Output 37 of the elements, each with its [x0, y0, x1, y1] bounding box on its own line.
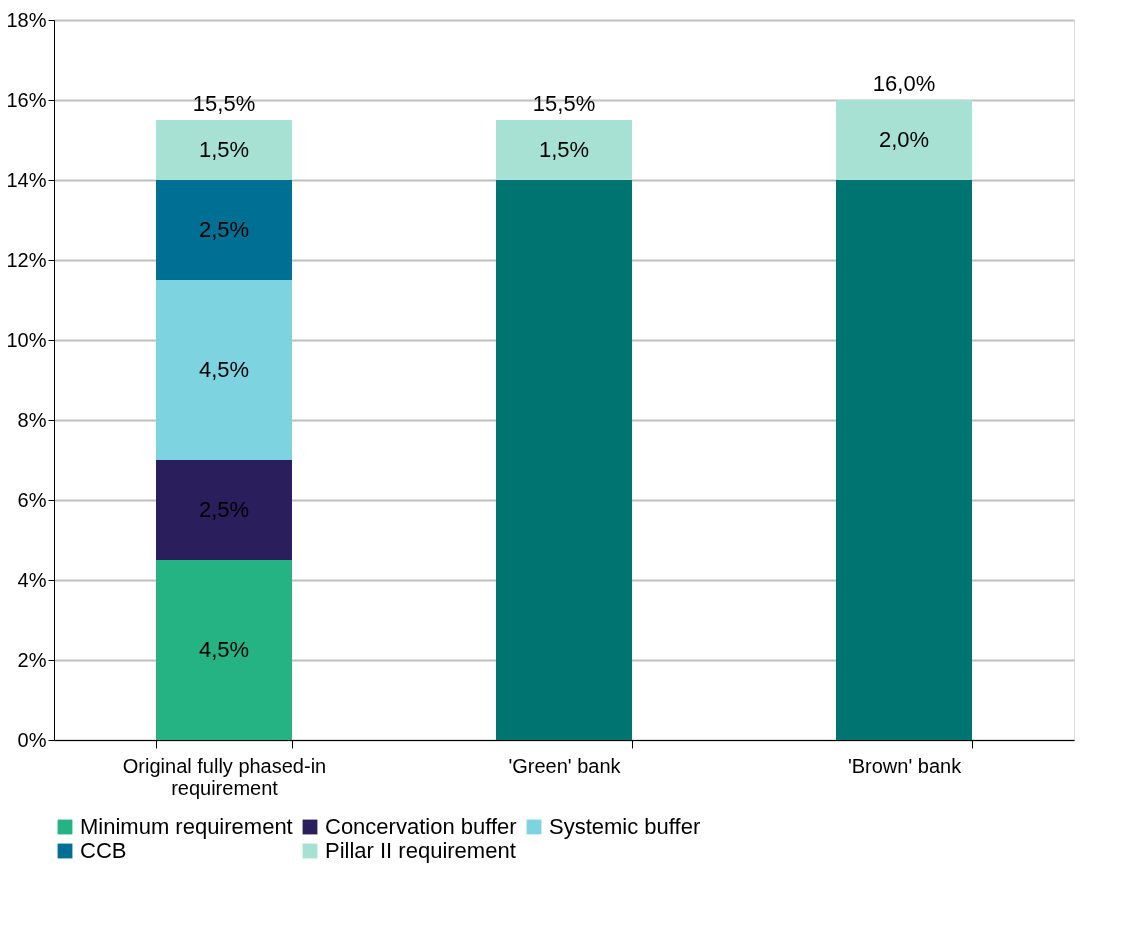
data-label: 4,5% [198, 357, 250, 382]
legend-label: Pillar II requirement [325, 838, 516, 863]
total-label: 16,0% [872, 71, 936, 96]
total-label: 15,5% [532, 91, 596, 116]
bar [836, 180, 972, 740]
bar [156, 120, 292, 180]
y-tick-label: 14% [6, 168, 47, 191]
y-tick-label: 10% [6, 328, 47, 351]
y-tick-label: 16% [6, 88, 47, 111]
bar [496, 180, 632, 740]
x-tick-label: Original fully phased-in requirement [122, 754, 327, 799]
y-tick-label: 4% [17, 568, 47, 591]
legend-label: Systemic buffer [549, 814, 701, 839]
bar [156, 460, 292, 560]
x-tick-label: 'Green' bank [508, 754, 622, 777]
y-tick-label: 0% [17, 728, 47, 751]
data-label: 2,5% [198, 217, 250, 242]
y-tick-label: 12% [6, 248, 47, 271]
y-tick-label: 2% [17, 648, 47, 671]
total-label: 15,5% [192, 91, 256, 116]
y-tick-label: 18% [6, 8, 47, 31]
data-label: 1,5% [538, 137, 590, 162]
y-tick-label: 6% [17, 488, 47, 511]
x-tick-label: 'Brown' bank [847, 754, 963, 777]
legend-label: Minimum requirement [80, 814, 293, 839]
data-label: 4,5% [198, 637, 250, 662]
data-label: 1,5% [198, 137, 250, 162]
bar [496, 120, 632, 180]
bar [836, 100, 972, 180]
data-label: 2,5% [198, 497, 250, 522]
y-tick-label: 8% [17, 408, 47, 431]
data-label: 2,0% [878, 127, 930, 152]
bar [156, 280, 292, 460]
legend-label: Concervation buffer [325, 814, 517, 839]
bar [156, 180, 292, 280]
bar [156, 560, 292, 740]
legend-label: CCB [80, 838, 127, 863]
